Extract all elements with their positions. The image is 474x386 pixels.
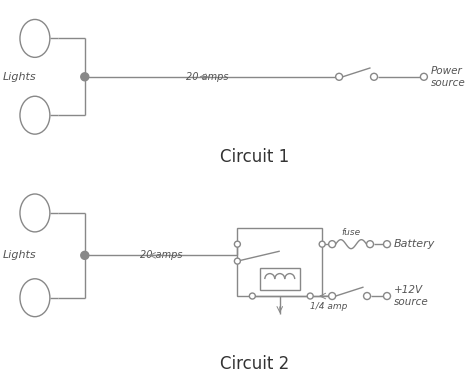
- Circle shape: [366, 241, 374, 248]
- Circle shape: [234, 258, 240, 264]
- Circle shape: [307, 293, 313, 299]
- Text: fuse: fuse: [342, 228, 361, 237]
- Circle shape: [319, 241, 325, 247]
- Text: Battery: Battery: [394, 239, 435, 249]
- Circle shape: [383, 241, 391, 248]
- Text: 20 amps: 20 amps: [140, 251, 182, 260]
- Circle shape: [420, 73, 428, 80]
- Circle shape: [383, 293, 391, 300]
- Circle shape: [364, 293, 371, 300]
- Text: 20 amps: 20 amps: [186, 72, 229, 82]
- Circle shape: [328, 241, 336, 248]
- Text: Power
source: Power source: [431, 66, 465, 88]
- Circle shape: [81, 251, 89, 259]
- Circle shape: [371, 73, 377, 80]
- Circle shape: [249, 293, 255, 299]
- Circle shape: [336, 73, 343, 80]
- Bar: [237, 228, 322, 296]
- Circle shape: [81, 73, 89, 81]
- Circle shape: [234, 241, 240, 247]
- Text: Lights: Lights: [3, 251, 36, 260]
- Text: Circuit 2: Circuit 2: [220, 355, 289, 372]
- Text: +12V
source: +12V source: [394, 285, 428, 307]
- Circle shape: [328, 293, 336, 300]
- Text: Circuit 1: Circuit 1: [220, 148, 289, 166]
- Text: 1/4 amp: 1/4 amp: [310, 302, 348, 311]
- Bar: [260, 268, 300, 290]
- Text: Lights: Lights: [3, 72, 36, 82]
